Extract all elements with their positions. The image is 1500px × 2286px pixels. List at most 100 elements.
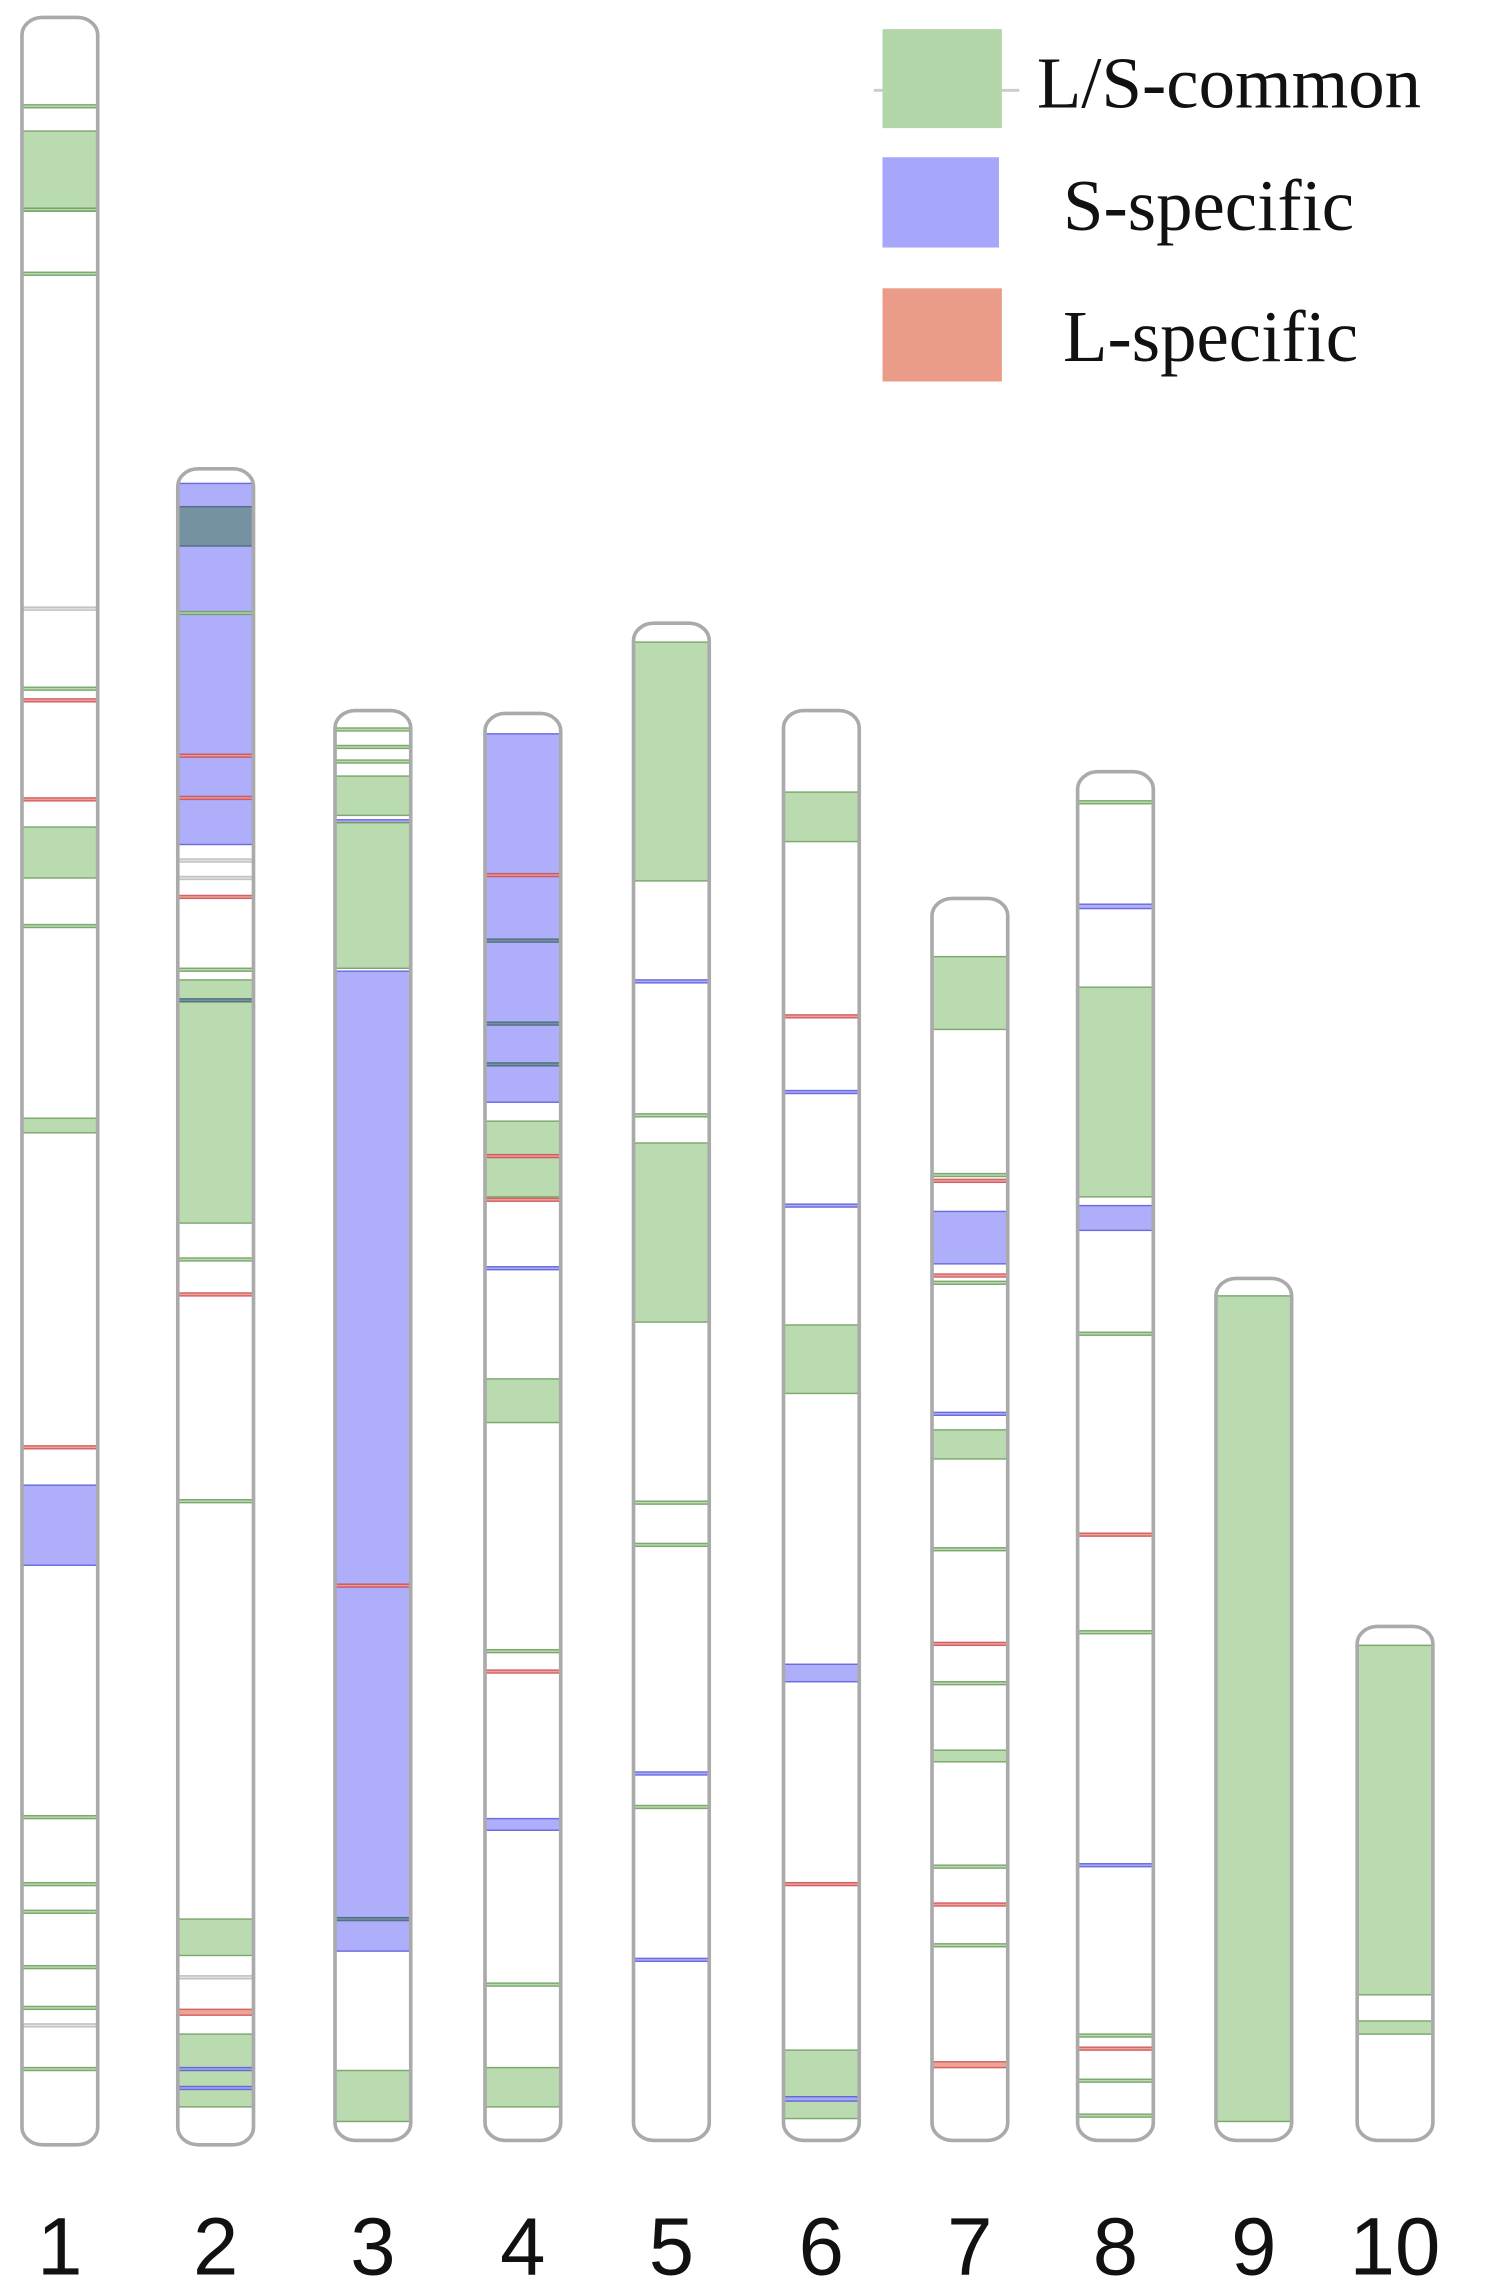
band — [21, 686, 99, 691]
band — [21, 698, 99, 703]
legend-swatch — [882, 288, 1002, 382]
band — [484, 1648, 562, 1654]
legend-label: L/S-common — [1037, 43, 1421, 124]
band — [484, 1378, 562, 1424]
band — [931, 1749, 1009, 1763]
band — [484, 2066, 562, 2108]
band — [21, 1484, 99, 1566]
band — [1076, 903, 1155, 910]
band — [334, 821, 412, 970]
band — [931, 1280, 1009, 1285]
band — [1076, 986, 1155, 1198]
legend-swatch — [882, 29, 1002, 129]
band — [484, 1197, 562, 1202]
band — [782, 791, 860, 843]
band — [484, 1817, 562, 1831]
band — [782, 2095, 860, 2102]
chromosome-label: 10 — [1350, 2201, 1441, 2286]
chromosome-label: 2 — [193, 2201, 238, 2286]
band — [177, 610, 255, 616]
band — [484, 1982, 562, 1987]
band — [177, 967, 255, 972]
band — [1215, 1295, 1293, 2123]
chromosome-outline — [781, 708, 862, 2143]
band — [177, 795, 255, 801]
band — [1076, 1204, 1155, 1232]
band — [334, 744, 412, 750]
band — [21, 2005, 99, 2011]
band — [931, 1943, 1009, 1948]
band — [484, 1120, 562, 1198]
band — [931, 1210, 1009, 1265]
band — [177, 1499, 255, 1504]
band — [177, 979, 255, 1224]
band — [484, 938, 562, 943]
band — [484, 1266, 562, 1271]
band — [931, 1429, 1009, 1460]
band — [1076, 2113, 1155, 2118]
legend-swatch — [882, 157, 999, 248]
band — [21, 2023, 99, 2028]
band — [484, 872, 562, 878]
chromosome-outline — [1355, 1624, 1435, 2143]
band — [1356, 2020, 1434, 2035]
chromosome-outline — [1075, 769, 1156, 2143]
band — [1076, 1532, 1155, 1537]
band — [782, 1663, 860, 1683]
band — [21, 826, 99, 879]
chromosome-label: 9 — [1231, 2201, 1276, 2286]
band — [21, 923, 99, 929]
band — [782, 1014, 860, 1019]
legend-label: S-specific — [1063, 165, 1354, 246]
band — [21, 1117, 99, 1134]
band — [177, 894, 255, 900]
band — [782, 1324, 860, 1395]
band — [21, 1964, 99, 1970]
band — [931, 1641, 1009, 1647]
band — [782, 2049, 860, 2120]
band — [931, 1681, 1009, 1686]
chromosome-outline — [483, 711, 563, 2143]
band — [931, 2061, 1009, 2069]
band — [177, 2085, 255, 2091]
band — [334, 1916, 412, 1922]
band — [177, 753, 255, 758]
band — [1076, 800, 1155, 805]
band — [931, 1178, 1009, 1184]
band — [177, 2008, 255, 2016]
chromosome-label: 1 — [37, 2201, 82, 2286]
chromosome-label: 7 — [947, 2201, 992, 2286]
band — [782, 1089, 860, 1095]
band — [177, 858, 255, 863]
chromosome-label: 8 — [1093, 2201, 1138, 2286]
band — [931, 1547, 1009, 1552]
band — [484, 1669, 562, 1674]
band — [1076, 2033, 1155, 2038]
band — [931, 1864, 1009, 1869]
band — [484, 1153, 562, 1159]
band — [334, 775, 412, 817]
band — [21, 1814, 99, 1820]
chromosome-outline — [333, 708, 413, 2143]
legend-label: L-specific — [1063, 296, 1358, 377]
band — [632, 979, 710, 984]
band — [21, 1445, 99, 1450]
band — [1076, 1863, 1155, 1868]
chromosome-label: 3 — [350, 2201, 395, 2286]
band — [484, 1021, 562, 1026]
band — [1076, 1630, 1155, 1635]
band — [21, 2066, 99, 2072]
band — [334, 970, 412, 1952]
band — [632, 641, 710, 882]
chromosome-outline — [175, 467, 256, 2147]
band — [782, 1203, 860, 1208]
band — [21, 130, 99, 212]
band — [782, 1881, 860, 1887]
band — [931, 1411, 1009, 1417]
band — [334, 727, 412, 732]
band — [21, 104, 99, 109]
band — [1076, 2078, 1155, 2083]
band — [21, 606, 99, 611]
band — [21, 797, 99, 802]
